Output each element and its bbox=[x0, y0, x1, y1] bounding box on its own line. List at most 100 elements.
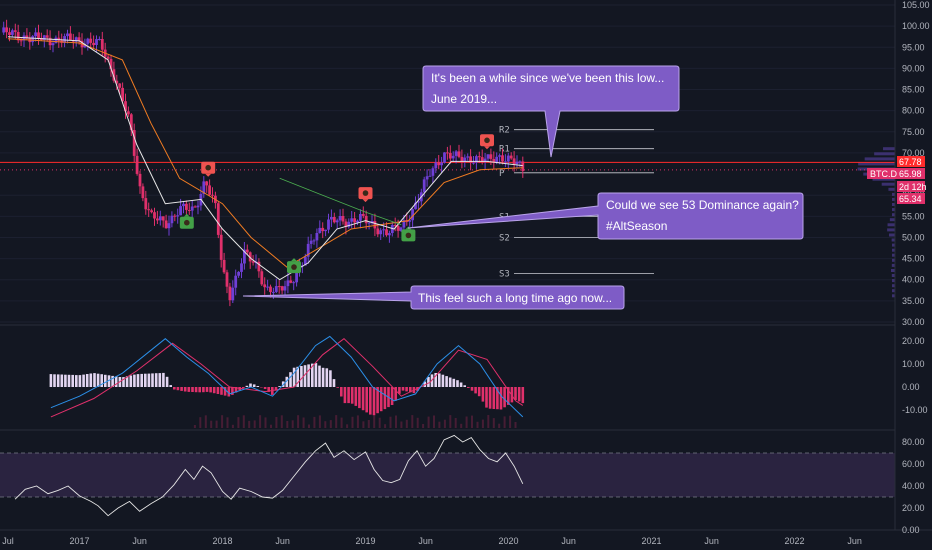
candle-body bbox=[312, 240, 316, 242]
candle-body bbox=[141, 186, 145, 199]
volume-profile-bar bbox=[892, 213, 895, 217]
candle-body bbox=[501, 155, 504, 162]
macd-histogram-bar bbox=[401, 387, 405, 391]
volume-bar bbox=[270, 424, 272, 428]
candle-body bbox=[257, 261, 261, 272]
macd-histogram-bar bbox=[96, 373, 100, 387]
candle-body bbox=[451, 155, 455, 159]
price-tags: 67.78 BTC.D 65.98 2d 12h 65.34 bbox=[867, 156, 927, 204]
macd-histogram-bar bbox=[456, 380, 459, 387]
volume-profile-bar bbox=[891, 238, 895, 242]
macd-histogram-bar bbox=[474, 387, 477, 394]
macd-histogram-bar bbox=[104, 374, 107, 387]
rsi-pane[interactable] bbox=[14, 434, 524, 517]
macd-histogram bbox=[49, 363, 525, 416]
macd-histogram-bar bbox=[165, 376, 169, 387]
macd-histogram-bar bbox=[499, 387, 503, 410]
prev-price-label: 65.34 bbox=[899, 194, 922, 204]
macd-histogram-bar bbox=[129, 375, 133, 387]
volume-bar bbox=[335, 415, 338, 428]
bear-marker-icon[interactable] bbox=[480, 134, 494, 150]
bear-marker-icon[interactable] bbox=[201, 161, 216, 177]
macd-histogram-bar bbox=[467, 387, 470, 388]
x-tick-label: Jun bbox=[561, 536, 576, 546]
macd-histogram-bar bbox=[507, 387, 510, 405]
volume-bar bbox=[481, 419, 484, 428]
level-tag bbox=[897, 156, 925, 167]
macd-histogram-bar bbox=[394, 387, 397, 401]
candle-body bbox=[480, 157, 484, 162]
volume-bar bbox=[259, 415, 262, 428]
candle-body bbox=[411, 209, 414, 221]
candle-body bbox=[240, 263, 243, 272]
candle-body bbox=[512, 158, 516, 165]
pivot-label: S3 bbox=[499, 269, 510, 279]
volume-profile-bar bbox=[887, 223, 896, 227]
annotation-text: #AltSeason bbox=[606, 219, 667, 233]
bear-marker-icon[interactable] bbox=[358, 187, 373, 203]
bull-marker-icon[interactable] bbox=[401, 226, 416, 242]
macd-histogram-bar bbox=[350, 387, 354, 404]
candle-body bbox=[483, 158, 487, 162]
macd-histogram-bar bbox=[231, 387, 234, 395]
candle-body bbox=[324, 229, 327, 232]
y-tick-label: 70.00 bbox=[902, 148, 925, 158]
annotation-53-dominance[interactable]: Could we see 53 Dominance again? #AltSea… bbox=[407, 192, 804, 240]
x-tick-label: 2020 bbox=[498, 536, 518, 546]
x-tick-label: Jun bbox=[847, 536, 862, 546]
candle-body bbox=[370, 221, 374, 223]
macd-histogram-bar bbox=[296, 366, 299, 387]
macd-histogram-bar bbox=[242, 387, 245, 389]
annotation-june-2019[interactable]: It's been a while since we've been this … bbox=[422, 65, 680, 158]
macd-histogram-bar bbox=[144, 373, 147, 387]
macd-histogram-bar bbox=[448, 377, 452, 387]
bull-marker-icon[interactable] bbox=[287, 258, 301, 274]
y-tick-label: 10.00 bbox=[902, 359, 925, 369]
candle-body bbox=[19, 40, 23, 42]
bull-marker-icon[interactable] bbox=[179, 213, 194, 229]
macd-histogram-bar bbox=[187, 387, 191, 392]
macd-pane[interactable] bbox=[49, 335, 525, 428]
countdown-label: 2d 12h bbox=[899, 182, 927, 192]
countdown-tag bbox=[897, 181, 925, 192]
macd-histogram-bar bbox=[340, 387, 343, 397]
candle-body bbox=[477, 156, 481, 158]
candle-body bbox=[42, 35, 46, 40]
macd-histogram-bar bbox=[289, 372, 292, 387]
candle-body bbox=[135, 155, 139, 174]
candle-body bbox=[289, 280, 293, 283]
candle-body bbox=[237, 271, 240, 276]
y-tick-label: 80.00 bbox=[902, 437, 925, 447]
candle-body bbox=[2, 27, 6, 33]
candle-body bbox=[292, 282, 296, 284]
volume-bar bbox=[340, 417, 343, 428]
time-axis[interactable]: Jul 2017 Jun 2018 Jun 2019 Jun 2020 Jun 2021 Jun 20… bbox=[2, 536, 862, 546]
macd-histogram-bar bbox=[191, 387, 194, 392]
volume-bar bbox=[199, 417, 202, 428]
candle-body bbox=[373, 221, 377, 229]
price-pane[interactable]: R2R1PS1S2S3 bbox=[0, 19, 896, 307]
candle-body bbox=[321, 227, 325, 232]
candle-body bbox=[504, 161, 507, 163]
macd-histogram-bar bbox=[445, 376, 448, 387]
annotation-long-time-ago[interactable]: This feel such a long time ago now... bbox=[242, 285, 625, 310]
candle-body bbox=[379, 230, 383, 235]
macd-histogram-bar bbox=[162, 372, 165, 387]
candles bbox=[2, 19, 525, 307]
macd-histogram-bar bbox=[252, 384, 256, 387]
candle-body bbox=[402, 220, 406, 228]
candle-body bbox=[515, 161, 519, 165]
y-tick-label: 60.00 bbox=[902, 459, 925, 469]
macd-histogram-bar bbox=[492, 387, 496, 409]
volume-profile-bar bbox=[892, 258, 895, 262]
volume-bar bbox=[275, 417, 278, 428]
annotation-text: It's been a while since we've been this … bbox=[431, 71, 664, 85]
macd-histogram-bar bbox=[300, 366, 303, 387]
y-tick-label: 45.00 bbox=[902, 254, 925, 264]
candle-body bbox=[74, 37, 78, 42]
volume-profile-bar bbox=[892, 192, 895, 196]
candle-body bbox=[164, 220, 168, 229]
y-tick-label: 90.00 bbox=[902, 63, 925, 73]
macd-histogram-bar bbox=[89, 373, 93, 387]
macd-histogram-bar bbox=[390, 387, 394, 405]
